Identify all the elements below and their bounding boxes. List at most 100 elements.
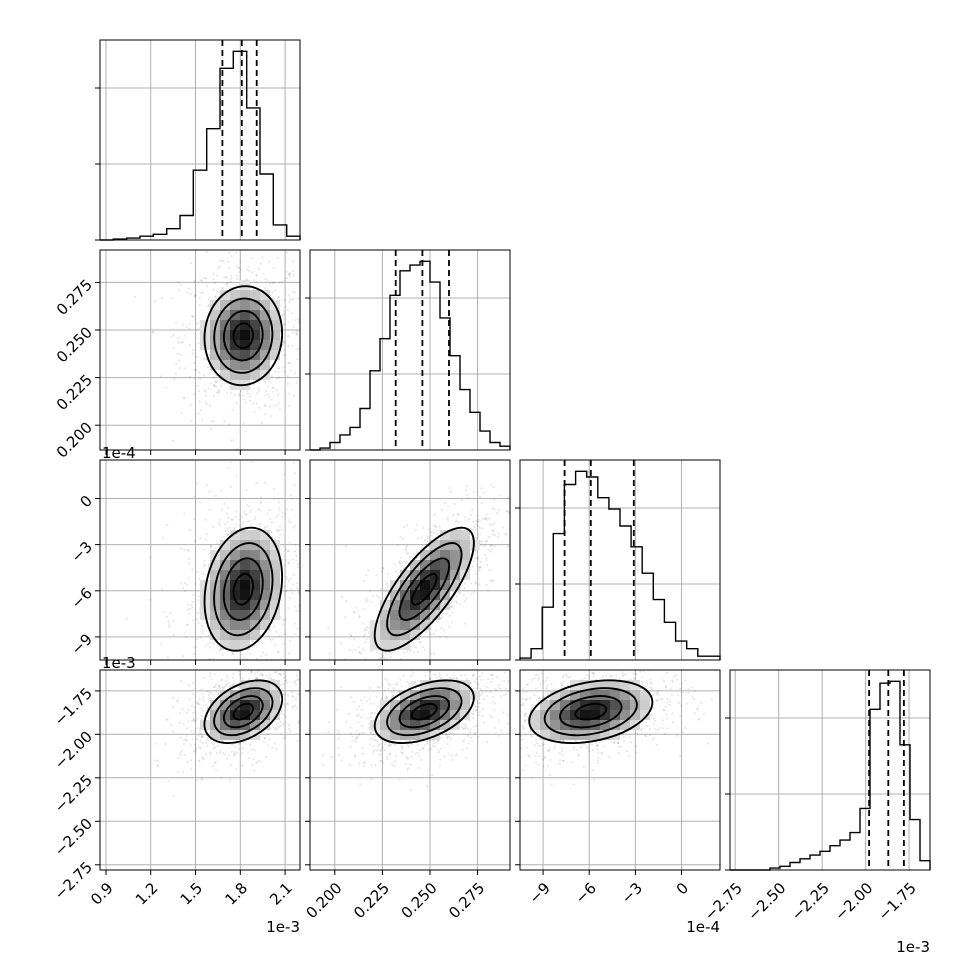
- sample-point: [196, 356, 199, 359]
- sample-point: [247, 265, 250, 268]
- sample-point: [472, 687, 475, 690]
- sample-point: [491, 523, 494, 526]
- sample-point: [355, 736, 358, 740]
- sample-point: [474, 666, 476, 668]
- sample-point: [176, 699, 179, 703]
- sample-point: [312, 703, 314, 705]
- sample-point: [358, 762, 361, 765]
- sample-point: [284, 675, 287, 679]
- sample-point: [284, 563, 287, 567]
- sample-point: [373, 735, 377, 738]
- density-cell: [440, 550, 450, 560]
- density-cell: [260, 610, 270, 620]
- sample-point: [186, 608, 190, 611]
- sample-point: [521, 469, 523, 471]
- sample-point: [416, 551, 419, 554]
- sample-point: [476, 681, 479, 685]
- sample-point: [156, 765, 159, 768]
- sample-point: [284, 322, 287, 325]
- density-cell: [450, 700, 460, 710]
- sample-point: [370, 764, 374, 767]
- sample-point: [227, 260, 230, 263]
- sample-point: [492, 529, 495, 532]
- sample-point: [190, 603, 193, 606]
- density-cell: [240, 530, 250, 540]
- sample-point: [271, 661, 273, 663]
- sample-point: [401, 564, 404, 567]
- sample-point: [268, 508, 271, 512]
- sample-point: [457, 513, 460, 516]
- sample-point: [244, 401, 247, 404]
- density-cell: [220, 540, 230, 550]
- sample-point: [302, 530, 304, 532]
- sample-point: [226, 757, 229, 761]
- sample-point: [480, 502, 483, 505]
- sample-point: [482, 491, 485, 495]
- sample-point: [495, 688, 498, 692]
- sample-point: [450, 601, 453, 604]
- sample-point: [345, 599, 348, 603]
- sample-point: [278, 508, 281, 511]
- sample-point: [485, 662, 487, 664]
- density-cell: [450, 530, 460, 540]
- sample-point: [268, 405, 271, 408]
- sample-point: [381, 651, 384, 654]
- sample-point: [268, 738, 271, 741]
- sample-point: [291, 706, 294, 709]
- sample-point: [286, 508, 289, 511]
- sample-point: [399, 562, 402, 565]
- sample-point: [288, 639, 291, 642]
- sample-point: [200, 688, 203, 691]
- sample-point: [439, 758, 442, 761]
- sample-point: [284, 735, 287, 738]
- sample-point: [201, 709, 204, 712]
- sample-point: [172, 705, 175, 709]
- sample-point: [280, 553, 283, 556]
- sample-point: [237, 670, 240, 673]
- sample-point: [410, 743, 413, 746]
- sample-point: [369, 708, 371, 710]
- density-cell: [240, 640, 250, 650]
- sample-point: [448, 486, 451, 489]
- sample-point: [474, 582, 478, 585]
- sample-point: [185, 325, 188, 328]
- sample-point: [263, 740, 266, 744]
- sample-point: [351, 650, 354, 653]
- sample-point: [182, 743, 185, 746]
- sample-point: [525, 512, 527, 514]
- sample-point: [443, 755, 446, 758]
- sample-point: [296, 358, 299, 361]
- sample-point: [196, 779, 199, 782]
- density-cell: [420, 600, 430, 610]
- sample-point: [468, 731, 471, 734]
- density-cell: [240, 290, 250, 300]
- sample-point: [229, 461, 232, 464]
- sample-point: [195, 747, 198, 750]
- sample-point: [224, 529, 227, 532]
- sample-point: [268, 380, 271, 384]
- sample-point: [401, 537, 405, 540]
- sample-point: [294, 622, 297, 625]
- sample-point: [372, 744, 376, 748]
- sample-point: [226, 281, 229, 285]
- sample-point: [363, 649, 366, 652]
- sample-point: [355, 729, 358, 732]
- sample-point: [377, 705, 380, 708]
- sample-point: [314, 719, 316, 721]
- sample-point: [165, 616, 168, 619]
- sample-point: [221, 685, 225, 688]
- sample-point: [400, 750, 403, 754]
- sample-point: [522, 472, 524, 474]
- sample-point: [282, 657, 284, 659]
- sample-point: [225, 527, 229, 530]
- sample-point: [286, 578, 289, 581]
- sample-point: [486, 441, 488, 443]
- sample-point: [399, 678, 402, 682]
- sample-point: [414, 528, 417, 532]
- sample-point: [485, 559, 488, 562]
- sample-point: [202, 692, 205, 696]
- sample-point: [296, 693, 299, 696]
- sample-point: [227, 670, 229, 672]
- sample-point: [247, 392, 250, 395]
- sample-point: [190, 419, 193, 422]
